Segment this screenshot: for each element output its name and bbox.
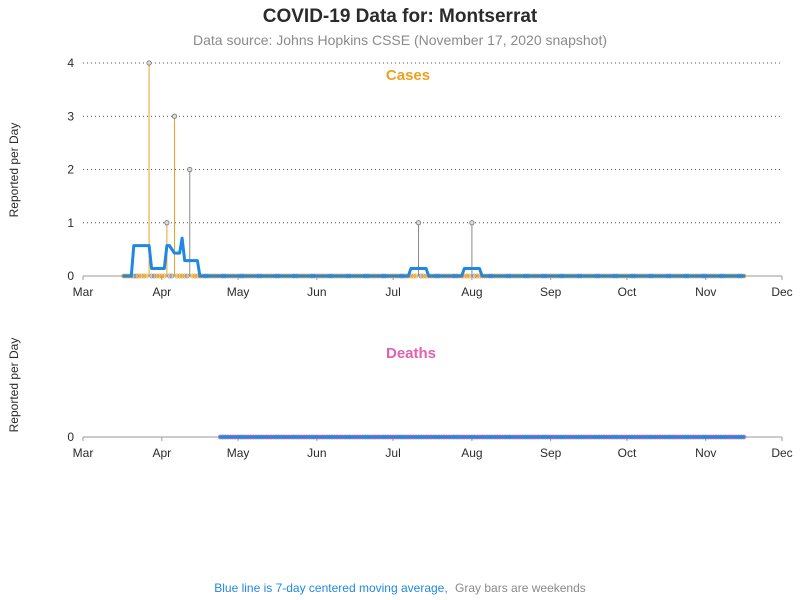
cases-zero-marker: [184, 273, 190, 279]
cases-y-tick-label: 0: [67, 269, 74, 283]
cases-zero-marker: [141, 273, 147, 279]
cases-zero-marker: [472, 273, 477, 279]
footnote-moving-average: Blue line is 7-day centered moving avera…: [214, 581, 447, 595]
cases-panel-title: Cases: [386, 67, 430, 84]
cases-zero-marker: [133, 273, 139, 279]
cases-daily-point: [171, 113, 178, 119]
cases-zero-marker: [413, 273, 419, 279]
chart-title: COVID-19 Data for: Montserrat: [263, 6, 538, 27]
cases-y-tick-label: 3: [67, 109, 74, 123]
deaths-x-tick-label: Oct: [618, 446, 637, 460]
cases-x-tick-label: Aug: [461, 285, 482, 299]
cases-zero-marker: [144, 273, 149, 279]
deaths-x-tick-label: Jul: [385, 446, 400, 460]
cases-y-axis-label: Reported per Day: [7, 123, 21, 218]
cases-zero-marker: [411, 273, 416, 279]
cases-x-tick-label: Dec: [771, 285, 792, 299]
cases-zero-marker: [151, 273, 157, 279]
cases-zero-marker: [418, 273, 424, 279]
deaths-panel: Reported per Day Deaths 0 Mar Apr May Jun Jul…: [7, 338, 793, 460]
cases-zero-marker: [167, 273, 172, 279]
cases-panel: Reported per Day Cases 0 1 2 3 4 Mar Apr May Jun…: [7, 56, 793, 299]
cases-zero-marker: [466, 273, 472, 279]
cases-zero-marker: [174, 273, 180, 279]
deaths-panel-title: Deaths: [386, 345, 436, 362]
cases-zero-marker: [192, 273, 198, 279]
cases-daily-point: [164, 220, 170, 226]
cases-y-tick-label: 2: [67, 163, 74, 177]
cases-x-tick-label: May: [227, 285, 250, 299]
cases-zero-marker: [154, 273, 160, 279]
cases-daily-point: [187, 166, 193, 173]
cases-zero-marker: [474, 273, 480, 279]
cases-y-tick-label: 1: [67, 216, 74, 230]
cases-zero-marker: [177, 273, 182, 279]
cases-zero-marker: [179, 273, 185, 279]
deaths-x-tick-label: Aug: [461, 446, 482, 460]
cases-zero-marker: [169, 273, 175, 279]
cases-zero-marker: [464, 273, 470, 279]
cases-x-tick-label: Oct: [618, 285, 637, 299]
deaths-x-tick-label: Dec: [771, 446, 792, 460]
deaths-y-axis-label: Reported per Day: [7, 338, 21, 433]
cases-x-tick-label: Nov: [695, 285, 716, 299]
cases-daily-point: [469, 220, 475, 226]
cases-x-tick-label: Jun: [307, 285, 326, 299]
footnote-weekend: Gray bars are weekends: [455, 581, 586, 595]
cases-moving-average-line: [122, 236, 746, 278]
cases-zero-marker: [189, 273, 195, 279]
cases-zero-marker: [159, 273, 165, 279]
cases-x-tick-label: Mar: [73, 285, 94, 299]
footnote: Blue line is 7-day centered moving avera…: [214, 581, 586, 595]
deaths-x-tick-label: Sep: [540, 446, 562, 460]
cases-x-tick-label: Apr: [152, 285, 171, 299]
cases-y-tick-label: 4: [67, 56, 74, 70]
cases-zero-marker: [421, 273, 427, 279]
cases-daily-point: [415, 220, 422, 226]
deaths-x-tick-label: Jun: [307, 446, 326, 460]
cases-zero-marker: [161, 273, 167, 279]
deaths-x-tick-label: Apr: [152, 446, 171, 460]
deaths-x-tick-label: Mar: [73, 446, 94, 460]
cases-zero-marker: [156, 273, 162, 279]
cases-zero-marker: [139, 273, 144, 279]
chart-subtitle: Data source: Johns Hopkins CSSE (Novembe…: [193, 32, 607, 48]
cases-zero-marker: [182, 273, 188, 279]
cases-x-tick-label: Jul: [385, 285, 400, 299]
deaths-y-tick-label: 0: [67, 430, 74, 444]
cases-daily-point: [146, 60, 152, 66]
cases-zero-marker: [136, 273, 142, 279]
deaths-x-tick-label: May: [227, 446, 250, 460]
deaths-x-tick-label: Nov: [695, 446, 716, 460]
cases-zero-marker: [149, 273, 155, 279]
cases-x-tick-label: Sep: [540, 285, 562, 299]
